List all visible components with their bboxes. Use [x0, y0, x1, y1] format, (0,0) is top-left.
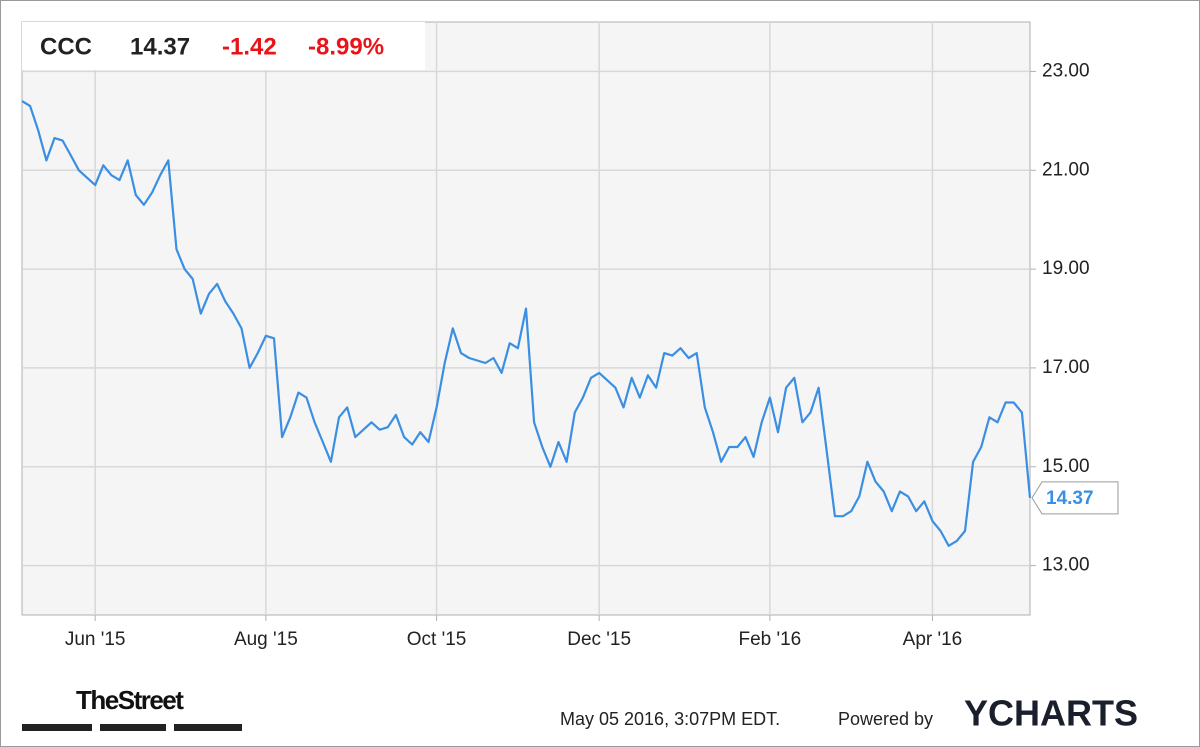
x-tick-label: Feb '16 [738, 629, 801, 650]
x-tick-label: Jun '15 [65, 629, 126, 650]
symbol: CCC [40, 33, 92, 60]
logo-bar [100, 724, 166, 731]
y-tick-label: 19.00 [1042, 258, 1090, 279]
change: -1.42 [222, 33, 277, 60]
header-box [22, 22, 425, 70]
x-tick-label: Oct '15 [407, 629, 467, 650]
y-tick-label: 13.00 [1042, 555, 1090, 576]
y-tick-label: 15.00 [1042, 456, 1090, 477]
change-percent: -8.99% [308, 33, 384, 60]
price-line [21, 100, 1032, 547]
x-tick-label: Dec '15 [567, 629, 631, 650]
y-tick-label: 17.00 [1042, 357, 1090, 378]
x-tick-label: Aug '15 [234, 629, 298, 650]
y-tick-label: 21.00 [1042, 159, 1090, 180]
brand-logo: TheStreet [76, 685, 184, 715]
price: 14.37 [130, 33, 190, 60]
x-tick-label: Apr '16 [903, 629, 963, 650]
price-flag-label: 14.37 [1046, 488, 1094, 509]
logo-bar [174, 724, 242, 731]
timestamp: May 05 2016, 3:07PM EDT. [560, 709, 780, 729]
powered-by: Powered by [838, 709, 933, 729]
y-tick-label: 23.00 [1042, 60, 1090, 81]
price-flag-box [1031, 481, 1119, 515]
plot: 14.37 [21, 100, 1119, 547]
grid [22, 22, 1030, 615]
logo-bar [22, 724, 92, 731]
provider-logo: YCHARTS [964, 693, 1138, 734]
